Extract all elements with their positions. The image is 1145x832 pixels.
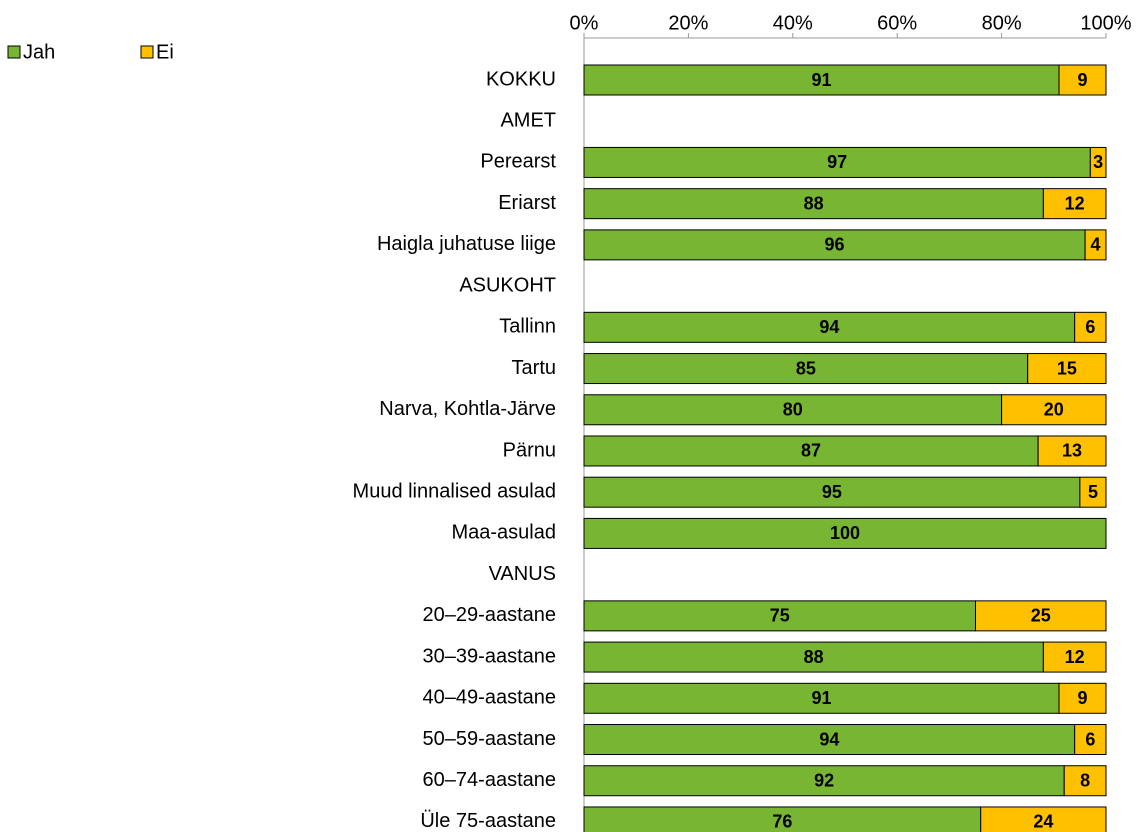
data-label: 92 — [814, 770, 834, 790]
data-label: 100 — [830, 523, 860, 543]
legend-label: Ei — [156, 41, 174, 63]
bar-segment — [583, 600, 976, 632]
bar-segment — [583, 394, 1003, 426]
bar-segment — [980, 806, 1107, 832]
data-label: 9 — [1078, 70, 1088, 90]
bar-segment — [583, 765, 1065, 797]
data-label: 75 — [770, 606, 790, 626]
data-label: 97 — [827, 152, 847, 172]
category-label: Haigla juhatuse liige — [377, 233, 556, 255]
data-label: 13 — [1062, 441, 1082, 461]
legend-label: Jah — [23, 41, 55, 63]
legend-swatch — [140, 45, 154, 59]
category-label: 40–49-aastane — [423, 687, 556, 709]
category-label: Muud linnalised asulad — [353, 480, 556, 502]
category-label: VANUS — [489, 563, 556, 585]
data-label: 88 — [804, 193, 824, 213]
data-label: 20 — [1044, 400, 1064, 420]
bar-segment — [1027, 353, 1107, 385]
bar-segment — [583, 641, 1044, 673]
bar-segment — [1042, 188, 1107, 220]
bar-segment — [583, 682, 1060, 714]
bar-segment — [583, 311, 1076, 343]
bar-segment — [1063, 765, 1107, 797]
bar-segment — [1058, 682, 1107, 714]
data-label: 8 — [1080, 770, 1090, 790]
category-label: Perearst — [480, 151, 556, 173]
data-label: 87 — [801, 441, 821, 461]
bar-segment — [1084, 229, 1107, 261]
data-label: 94 — [819, 317, 839, 337]
data-label: 85 — [796, 358, 816, 378]
data-label: 5 — [1088, 482, 1098, 502]
x-tick-label: 40% — [773, 12, 813, 34]
bar-segment — [1074, 311, 1107, 343]
category-label: Üle 75-aastane — [420, 810, 556, 832]
category-label: AMET — [500, 110, 556, 132]
data-label: 15 — [1057, 358, 1077, 378]
data-label: 6 — [1085, 317, 1095, 337]
data-label: 9 — [1078, 688, 1088, 708]
category-label: ASUKOHT — [459, 274, 556, 296]
bar-segment — [1089, 146, 1107, 178]
category-label: Pärnu — [503, 439, 556, 461]
category-label: Maa-asulad — [451, 522, 556, 544]
bar-segment — [1058, 64, 1107, 96]
bar-segment — [975, 600, 1107, 632]
data-label: 88 — [804, 647, 824, 667]
bar-segment — [583, 435, 1039, 467]
category-label: 20–29-aastane — [423, 604, 556, 626]
data-label: 12 — [1065, 647, 1085, 667]
data-label: 94 — [819, 729, 839, 749]
category-label: Tallinn — [499, 316, 556, 338]
bar-segment — [1042, 641, 1107, 673]
category-label: Narva, Kohtla-Järve — [379, 398, 556, 420]
x-tick-label: 0% — [570, 12, 599, 34]
bar-segment — [1037, 435, 1107, 467]
x-tick-label: 60% — [877, 12, 917, 34]
data-label: 91 — [811, 70, 831, 90]
bar-segment — [583, 188, 1044, 220]
bar-segment — [1074, 724, 1107, 756]
category-label: Eriarst — [498, 192, 556, 214]
bar-segment — [583, 229, 1086, 261]
bar-segment — [583, 517, 1107, 549]
data-label: 25 — [1031, 606, 1051, 626]
bar-segment — [1001, 394, 1107, 426]
data-label: 91 — [811, 688, 831, 708]
data-label: 4 — [1091, 235, 1101, 255]
bar-segment — [583, 64, 1060, 96]
category-label: Tartu — [512, 357, 556, 379]
data-label: 6 — [1085, 729, 1095, 749]
bar-segment — [583, 724, 1076, 756]
data-label: 80 — [783, 400, 803, 420]
category-label: KOKKU — [486, 68, 556, 90]
x-tick-label: 20% — [668, 12, 708, 34]
x-tick-label: 80% — [982, 12, 1022, 34]
x-tick-label: 100% — [1080, 12, 1131, 34]
category-label: 30–39-aastane — [423, 645, 556, 667]
data-label: 95 — [822, 482, 842, 502]
data-label: 24 — [1033, 812, 1053, 832]
data-label: 3 — [1093, 152, 1103, 172]
category-label: 50–59-aastane — [423, 728, 556, 750]
data-label: 76 — [772, 812, 792, 832]
bar-segment — [583, 476, 1081, 508]
category-label: 60–74-aastane — [423, 769, 556, 791]
legend-swatch — [7, 45, 21, 59]
bar-segment — [1079, 476, 1107, 508]
data-label: 96 — [825, 235, 845, 255]
data-label: 12 — [1065, 193, 1085, 213]
